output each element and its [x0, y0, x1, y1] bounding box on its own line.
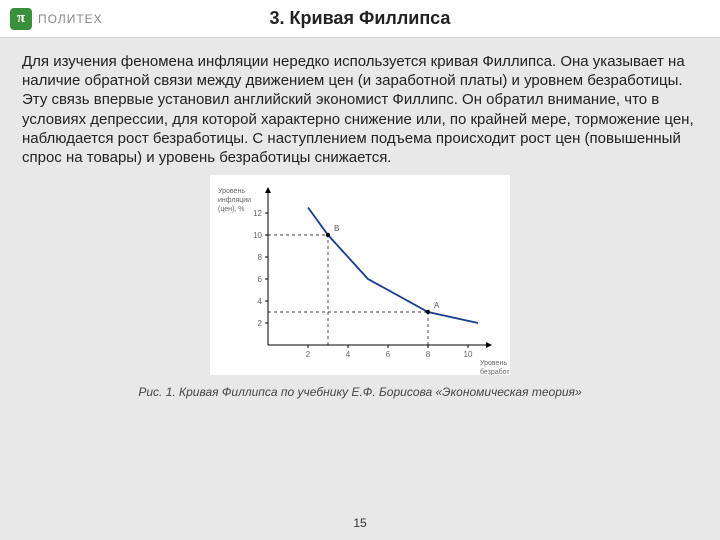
svg-text:Уровень: Уровень — [218, 188, 245, 195]
slide-title: 3. Кривая Филлипса — [0, 8, 720, 29]
svg-text:инфляции: инфляции — [218, 197, 251, 204]
figure-wrap: 2 4 6 8 10 12 2 4 6 8 10 Уровень инфляции (цен), % Уро… — [22, 175, 698, 399]
svg-text:6: 6 — [386, 350, 391, 359]
svg-text:A: A — [434, 301, 440, 310]
figure-caption: Рис. 1. Кривая Филлипса по учебнику Е.Ф.… — [138, 385, 581, 399]
svg-text:4: 4 — [258, 297, 263, 306]
body-paragraph: Для изучения феномена инфляции нередко и… — [22, 52, 698, 167]
svg-text:2: 2 — [306, 350, 311, 359]
svg-text:безработицы, %: безработицы, % — [480, 368, 510, 375]
svg-text:2: 2 — [258, 319, 263, 328]
svg-text:Уровень: Уровень — [480, 360, 507, 367]
header-bar: π ПОЛИТЕХ 3. Кривая Филлипса — [0, 0, 720, 38]
page-number: 15 — [0, 516, 720, 530]
svg-text:12: 12 — [253, 209, 262, 218]
content-area: Для изучения феномена инфляции нередко и… — [0, 38, 720, 399]
svg-text:8: 8 — [426, 350, 431, 359]
svg-text:6: 6 — [258, 275, 263, 284]
svg-text:10: 10 — [253, 231, 262, 240]
svg-text:8: 8 — [258, 253, 263, 262]
svg-text:B: B — [334, 224, 339, 233]
svg-text:4: 4 — [346, 350, 351, 359]
chart-svg: 2 4 6 8 10 12 2 4 6 8 10 Уровень инфляции (цен), % Уро… — [210, 175, 510, 375]
phillips-curve-chart: 2 4 6 8 10 12 2 4 6 8 10 Уровень инфляции (цен), % Уро… — [210, 175, 510, 375]
svg-text:10: 10 — [464, 350, 473, 359]
svg-text:(цен), %: (цен), % — [218, 206, 244, 213]
